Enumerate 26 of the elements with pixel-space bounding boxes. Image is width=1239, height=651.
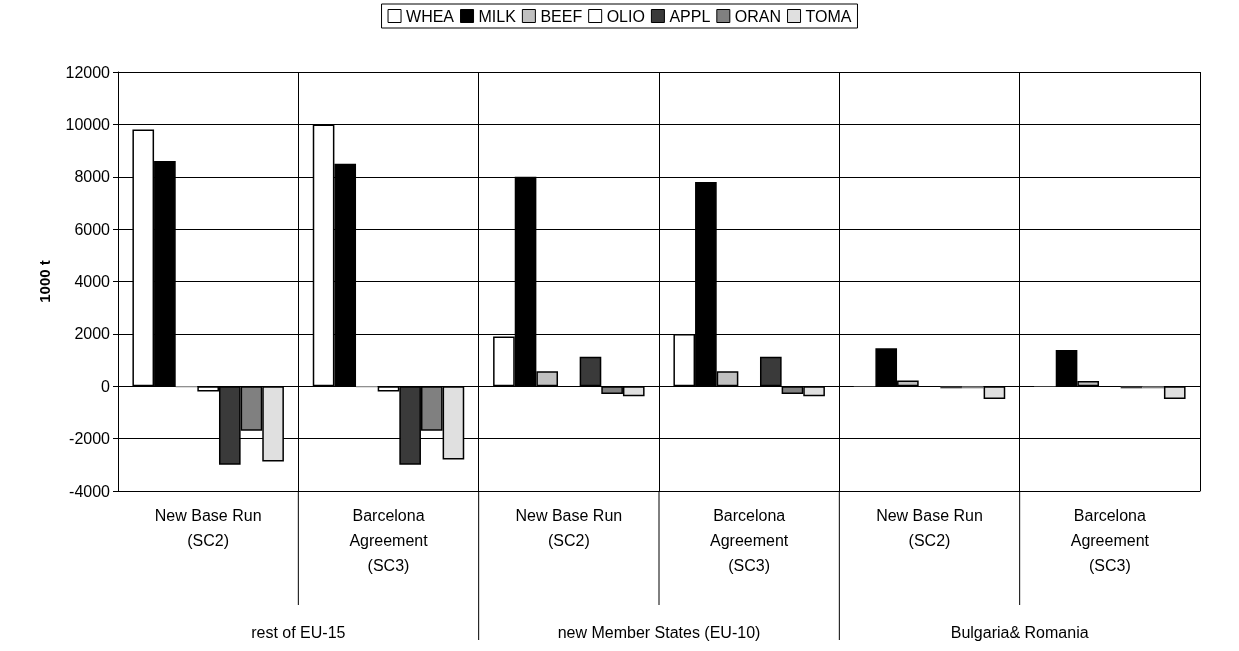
x-tick-label: New Base Run (SC2) — [154, 507, 262, 549]
legend-label: WHEA — [406, 7, 455, 25]
x-tick-label: Barcelona Agreement (SC3) — [1070, 507, 1150, 574]
y-tick-label: 8000 — [74, 168, 111, 186]
text: new Member States (EU-10) — [557, 623, 761, 641]
y-tick-label: 4000 — [74, 273, 111, 290]
y-tick-label: -2000 — [69, 430, 111, 448]
legend-label: ORAN — [734, 7, 782, 25]
y-tick-label: 10000 — [65, 115, 111, 133]
legend-label: OLIO — [606, 7, 645, 25]
y-tick-label: 2000 — [74, 325, 111, 343]
text: rest of EU-15 — [251, 623, 346, 641]
x-tick-label: New Base Run (SC2) — [515, 507, 623, 549]
legend-label: APPL — [669, 7, 711, 25]
legend-label: MILK — [478, 7, 517, 25]
x-tick-label: Barcelona Agreement (SC3) — [349, 507, 429, 574]
y-tick-label: -4000 — [69, 482, 111, 500]
legend-label: BEEF — [540, 7, 583, 25]
x-tick-label: Barcelona Agreement (SC3) — [710, 507, 789, 574]
text: Bulgaria& Romania — [950, 623, 1089, 641]
y-axis-title: 1000 t — [36, 260, 53, 303]
x-tick-label: New Base Run (SC2) — [876, 507, 983, 549]
y-tick-label: 0 — [101, 377, 111, 395]
y-tick-label: 6000 — [74, 220, 111, 238]
legend-label: TOMA — [805, 7, 852, 25]
y-tick-label: 12000 — [65, 63, 111, 81]
